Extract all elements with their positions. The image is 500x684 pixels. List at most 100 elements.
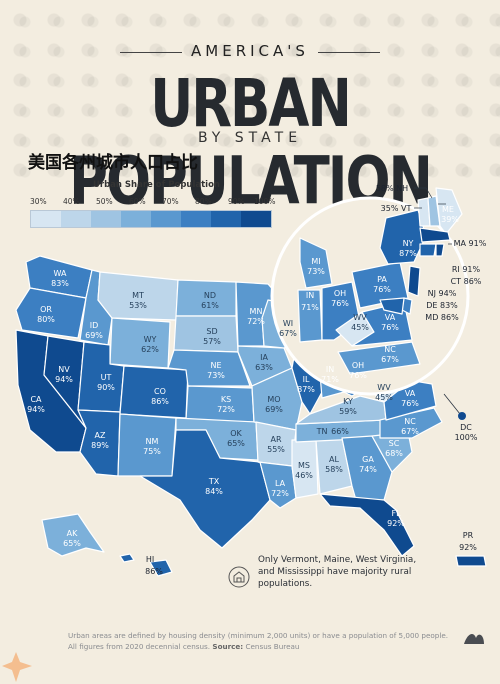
inset-label-mi-value: 73% <box>307 267 325 276</box>
inset-label-wv-value: 45% <box>351 323 369 332</box>
inset-label-nc-code: NC <box>384 345 396 354</box>
label-mn-value: 72% <box>247 317 265 326</box>
legend-swatch <box>121 211 151 227</box>
label-nc-value: 67% <box>401 427 419 436</box>
label-ky-value: 59% <box>339 407 357 416</box>
label-in-value: 71% <box>321 375 339 384</box>
inset-label-me-value: 39% <box>441 215 459 224</box>
label-oh-code: OH <box>352 361 364 370</box>
label-ut-code: UT <box>101 373 112 382</box>
inset-label-pa-value: 76% <box>373 285 391 294</box>
inset-state-ma[interactable] <box>419 227 451 243</box>
kicker: AMERICA'S <box>191 42 309 60</box>
state-hi[interactable] <box>119 553 135 563</box>
label-wa-code: WA <box>54 269 67 278</box>
state-fl[interactable] <box>319 493 415 557</box>
label-wi-code: WI <box>283 319 293 328</box>
inset-label-in-value: 71% <box>301 303 319 312</box>
state-mo[interactable] <box>251 367 303 431</box>
inset-state-nj[interactable] <box>407 265 421 297</box>
inset-state-me[interactable] <box>435 187 463 235</box>
inset-state-ri[interactable] <box>435 243 445 257</box>
inset-label-me-code: ME <box>442 205 454 214</box>
label-ak-code: AK <box>67 529 78 538</box>
inset-label-nc-value: 67% <box>381 355 399 364</box>
label-ia-code: IA <box>260 353 268 362</box>
label-sd-code: SD <box>206 327 217 336</box>
state-nc[interactable] <box>379 407 443 439</box>
inset-state-md[interactable] <box>379 297 405 315</box>
label-nm-value: 75% <box>143 447 161 456</box>
legend-swatch <box>61 211 91 227</box>
inset-label-in-code: IN <box>306 291 314 300</box>
legend-tick: 40% <box>63 197 80 206</box>
label-ak-value: 65% <box>63 539 81 548</box>
state-az[interactable] <box>77 409 121 477</box>
legend-tick: 30% <box>30 197 47 206</box>
inset-state-pa[interactable] <box>351 261 409 309</box>
inset-state-ny[interactable] <box>379 209 427 265</box>
inset-label-oh-code: OH <box>334 289 346 298</box>
state-tx[interactable] <box>139 429 271 549</box>
state-wy[interactable] <box>109 317 171 369</box>
dc-marker[interactable] <box>458 412 466 420</box>
label-la-code: LA <box>275 479 286 488</box>
footer-note: Urban areas are defined by housing densi… <box>68 630 458 652</box>
label-tx-value: 84% <box>205 487 223 496</box>
nh-leader-line <box>414 187 433 199</box>
state-pr[interactable] <box>455 555 487 567</box>
inset-label-va-value: 76% <box>381 323 399 332</box>
label-il-value: 87% <box>297 385 315 394</box>
legend-tick: 90% <box>228 197 245 206</box>
label-nv-code: NV <box>58 365 70 374</box>
inset-label-ct: CT 86% <box>451 277 482 286</box>
label-ks-code: KS <box>221 395 231 404</box>
label-dc-value: 100% <box>455 433 478 442</box>
label-ne-code: NE <box>210 361 221 370</box>
footer-text: Urban areas are defined by housing densi… <box>68 631 449 651</box>
label-ga-code: GA <box>362 455 374 464</box>
label-al-code: AL <box>329 455 339 464</box>
label-ga-value: 74% <box>359 465 377 474</box>
state-ak[interactable] <box>41 513 105 557</box>
state-ks[interactable] <box>185 385 255 423</box>
label-id-value: 69% <box>85 331 103 340</box>
label-tn-code: TN <box>316 427 328 436</box>
legend-color-scale <box>30 210 272 228</box>
label-nc-code: NC <box>404 417 416 426</box>
label-mo-value: 69% <box>265 405 283 414</box>
label-oh-value: 76% <box>349 371 367 380</box>
label-tx-code: TX <box>208 477 220 486</box>
label-hi-code: HI <box>146 555 154 564</box>
inset-label-pa-code: PA <box>377 275 387 284</box>
legend-tick: 70% <box>162 197 179 206</box>
state-or[interactable] <box>15 287 87 339</box>
label-ar-code: AR <box>270 435 281 444</box>
inset-label-nh: 58% NH <box>376 184 408 193</box>
legend-swatch <box>151 211 181 227</box>
label-il-code: IL <box>303 375 310 384</box>
legend-title: Urban Share of Population <box>93 180 220 190</box>
legend-tick: 100% <box>254 197 276 206</box>
inset-state-nc[interactable] <box>337 341 421 375</box>
label-va-code: VA <box>405 389 416 398</box>
label-nv-value: 94% <box>55 375 73 384</box>
inset-state-mi[interactable] <box>299 237 333 289</box>
state-mt[interactable] <box>97 271 179 321</box>
label-sc-value: 68% <box>385 449 403 458</box>
inset-state-ct[interactable] <box>419 243 437 257</box>
label-wy-code: WY <box>144 335 157 344</box>
label-wv-value: 45% <box>375 393 393 402</box>
label-fl-value: 92% <box>387 519 405 528</box>
label-nm-code: NM <box>146 437 159 446</box>
state-ar[interactable] <box>255 421 297 467</box>
source-label: Source: <box>212 642 244 651</box>
label-sc-code: SC <box>389 439 400 448</box>
state-hi-island[interactable] <box>149 559 173 577</box>
label-in-code: IN <box>326 365 334 374</box>
label-or-value: 80% <box>37 315 55 324</box>
label-ne-value: 73% <box>207 371 225 380</box>
label-co-code: CO <box>154 387 166 396</box>
label-mt-code: MT <box>132 291 144 300</box>
